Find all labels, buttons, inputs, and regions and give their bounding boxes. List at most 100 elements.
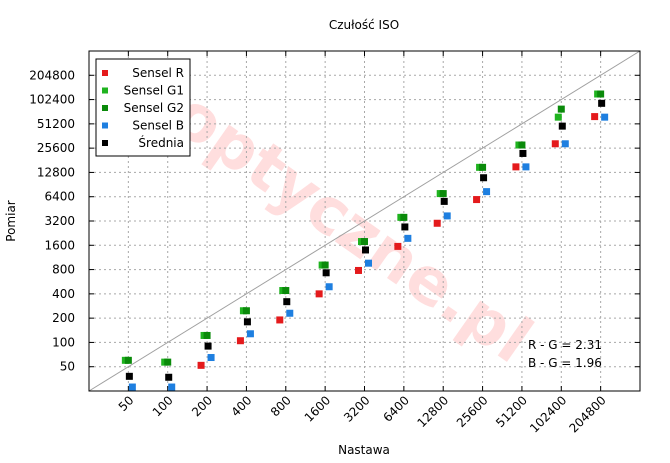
annotation-r-g: R - G = 2.31 [528, 338, 602, 352]
point-3-7 [404, 234, 412, 242]
point-3-10 [522, 163, 530, 171]
y-tick-label: 50 [60, 360, 75, 374]
point-4-5 [322, 269, 330, 277]
legend-swatch [102, 70, 108, 76]
point-4-10 [519, 149, 527, 157]
x-axis-label: Nastawa [338, 443, 390, 457]
point-0-6 [355, 266, 362, 274]
annotation-b-g: B - G = 1.96 [528, 356, 602, 370]
point-2-2 [203, 331, 211, 339]
x-tick-label: 100 [150, 393, 176, 419]
point-2-4 [282, 287, 290, 295]
y-tick-label: 100 [52, 335, 75, 349]
x-tick-label: 102400 [527, 393, 569, 435]
legend-swatch [102, 105, 108, 111]
y-tick-label: 3200 [44, 214, 75, 228]
y-axis-label: Pomiar [4, 200, 18, 242]
y-tick-label: 200 [52, 311, 75, 325]
y-tick-label: 25600 [37, 141, 75, 155]
y-tick-label: 800 [52, 263, 75, 277]
legend: Sensel R Sensel G1 Sensel G2 Sensel B Średni… [95, 58, 191, 157]
legend-label: Średnia [138, 135, 184, 150]
point-4-2 [204, 342, 212, 350]
y-tick-label: 400 [52, 287, 75, 301]
point-0-2 [197, 361, 205, 369]
point-4-4 [283, 298, 291, 306]
point-2-7 [400, 213, 408, 221]
x-tick-label: 1600 [302, 393, 333, 424]
identity-line [88, 50, 641, 392]
x-tick-label: 6400 [380, 393, 411, 424]
point-3-12 [601, 113, 609, 121]
point-4-1 [165, 373, 173, 381]
y-tick-label: 6400 [44, 190, 75, 204]
point-2-6 [361, 238, 368, 246]
point-0-3 [236, 337, 244, 345]
point-4-7 [401, 223, 409, 231]
point-4-8 [440, 197, 448, 205]
point-2-10 [518, 141, 526, 149]
legend-label: Sensel G2 [124, 101, 184, 115]
point-3-0 [128, 383, 136, 391]
point-2-3 [242, 307, 250, 315]
point-3-4 [286, 309, 294, 317]
point-0-5 [315, 290, 323, 298]
watermark-text: optyczne.pl [159, 78, 544, 379]
point-4-6 [362, 246, 369, 254]
chart-title: Czułość ISO [329, 18, 399, 32]
point-2-5 [321, 261, 329, 269]
x-tick-label: 25600 [454, 393, 491, 430]
point-4-12 [598, 99, 606, 107]
point-2-9 [479, 163, 487, 171]
reference-line [88, 50, 641, 392]
point-4-9 [480, 174, 488, 182]
point-0-10 [512, 163, 520, 171]
point-0-11 [551, 140, 559, 148]
point-4-0 [125, 372, 133, 380]
y-tick-label: 12800 [37, 165, 75, 179]
x-tick-label: 204800 [566, 393, 608, 435]
point-2-8 [439, 190, 447, 198]
point-2-1 [164, 358, 172, 366]
y-tick-label: 102400 [29, 93, 75, 107]
point-3-8 [443, 212, 451, 220]
point-3-1 [168, 383, 176, 391]
y-tick-label: 204800 [29, 68, 75, 82]
point-2-12 [597, 90, 605, 98]
point-3-6 [365, 259, 372, 267]
point-0-7 [394, 242, 402, 250]
point-4-3 [243, 318, 251, 326]
legend-label: Sensel R [132, 66, 184, 80]
point-4-11 [558, 122, 566, 130]
y-tick-label: 1600 [44, 238, 75, 252]
x-tick-label: 12800 [414, 393, 451, 430]
x-tick-label: 200 [189, 393, 215, 419]
point-1-11 [554, 113, 562, 121]
y-tick-label: 51200 [37, 117, 75, 131]
point-3-9 [483, 188, 491, 196]
legend-label: Sensel B [132, 119, 184, 133]
point-2-11 [557, 105, 565, 113]
point-2-0 [124, 356, 132, 364]
watermark: optyczne.pl [159, 78, 544, 379]
point-3-2 [207, 354, 215, 362]
legend-box [95, 58, 191, 157]
legend-label: Sensel G1 [124, 84, 184, 98]
point-0-8 [433, 219, 441, 227]
point-3-3 [246, 330, 254, 338]
x-tick-label: 50 [116, 393, 137, 414]
point-3-5 [325, 283, 333, 291]
legend-swatch [102, 140, 108, 146]
point-0-4 [276, 316, 284, 324]
x-tick-label: 400 [228, 393, 254, 419]
data-points [121, 90, 609, 391]
plot-frame [88, 50, 641, 392]
point-0-12 [591, 113, 599, 121]
legend-swatch [102, 122, 108, 129]
legend-swatch [102, 87, 108, 94]
x-tick-label: 51200 [493, 393, 530, 430]
point-3-11 [561, 140, 569, 148]
x-tick-label: 800 [268, 393, 294, 419]
point-0-9 [473, 196, 481, 204]
